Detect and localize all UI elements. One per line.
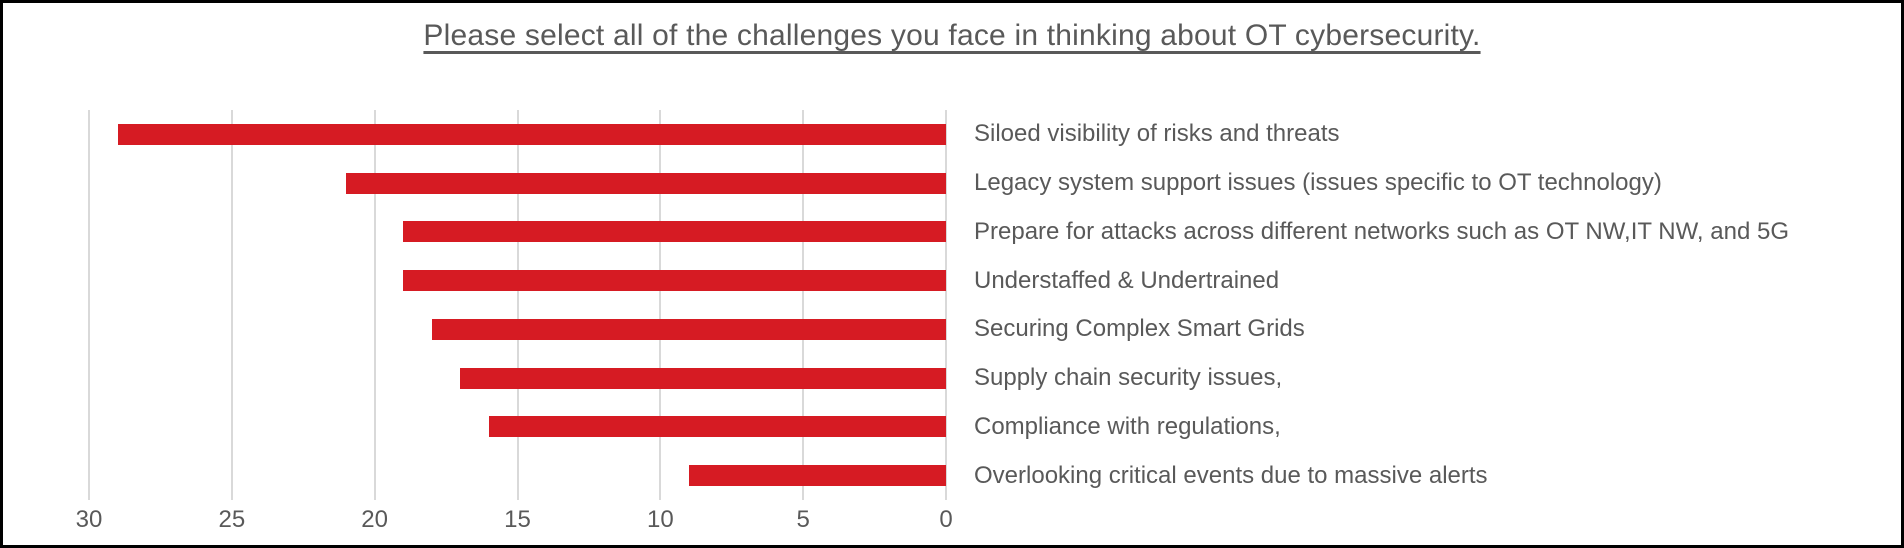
- gridline-5: [802, 110, 805, 500]
- gridline-15: [516, 110, 519, 500]
- chart-title: Please select all of the challenges you …: [423, 19, 1481, 52]
- x-axis-ticks: 30 25 20 15 10 5 0: [76, 506, 953, 536]
- x-tick-label-10: 10: [646, 506, 674, 533]
- x-tick-label-30: 30: [75, 506, 103, 533]
- category-label-5: Supply chain security issues,: [974, 364, 1283, 392]
- category-labels-group: Siloed visibility of risks and threats Le…: [974, 110, 1894, 500]
- bar-6: [488, 416, 946, 438]
- gridline-0: [945, 110, 947, 500]
- bar-2: [403, 221, 946, 243]
- category-label-0: Siloed visibility of risks and threats: [974, 120, 1340, 148]
- category-label-6: Compliance with regulations,: [974, 412, 1281, 440]
- gridline-20: [373, 110, 376, 500]
- category-label-2: Prepare for attacks across different net…: [974, 217, 1789, 245]
- category-label-7: Overlooking critical events due to massi…: [974, 461, 1488, 489]
- x-tick-label-15: 15: [504, 506, 531, 533]
- x-tick-label-20: 20: [361, 506, 389, 533]
- bar-3: [403, 270, 946, 292]
- category-label-4: Securing Complex Smart Grids: [974, 315, 1305, 343]
- gridline-25: [230, 110, 233, 500]
- bar-0: [117, 123, 946, 145]
- gridline-30: [88, 110, 90, 500]
- x-tick-label-0: 0: [939, 506, 953, 533]
- x-tick-label-25: 25: [218, 506, 246, 533]
- plot-area: [88, 110, 947, 500]
- bar-5: [460, 367, 946, 389]
- bar-4: [431, 318, 946, 340]
- x-tick-label-5: 5: [796, 506, 810, 533]
- bar-1: [346, 172, 946, 194]
- category-label-3: Understaffed & Undertrained: [974, 266, 1280, 294]
- gridline-10: [659, 110, 662, 500]
- bar-7: [688, 465, 946, 487]
- category-label-1: Legacy system support issues (issues spe…: [974, 169, 1662, 197]
